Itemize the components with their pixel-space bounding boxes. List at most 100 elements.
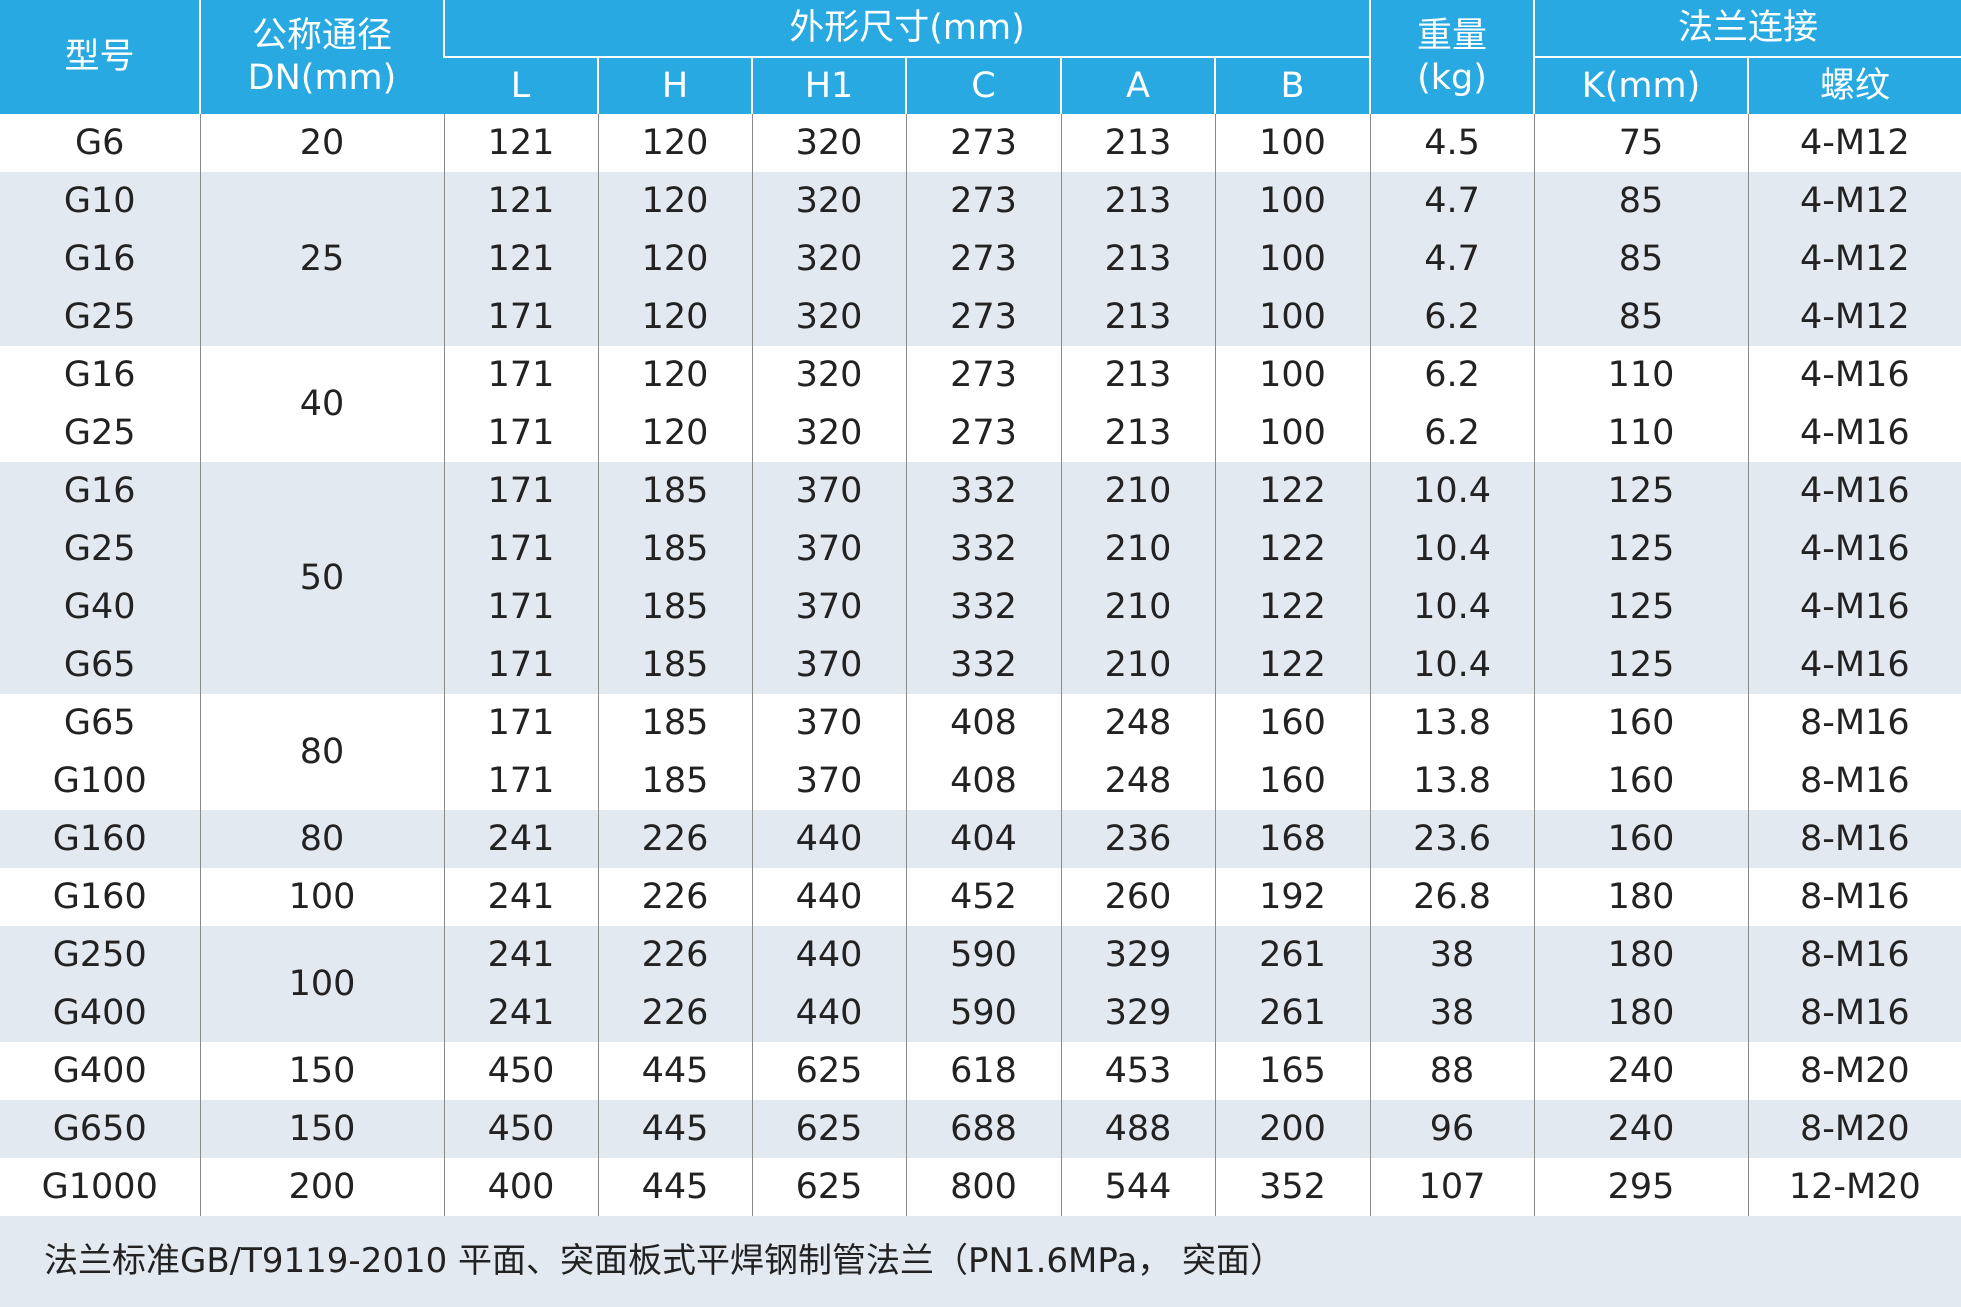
value-cell: 241 [443,926,598,984]
spec-table: 型号 公称通径 DN(mm) 外形尺寸(mm) 重量 (kg) 法兰连接 L H H1 C… [0,0,1961,1216]
table-row: G25 171 185 370 332 210 122 10.4 125 4-M16 [0,520,1961,578]
value-cell: 160 [1214,694,1371,752]
value-cell: 171 [443,636,598,694]
value-cell: 38 [1369,926,1535,984]
value-cell: 261 [1214,926,1371,984]
value-cell: 10.4 [1369,578,1535,636]
value-cell: 320 [751,404,906,462]
value-cell: 96 [1369,1100,1535,1158]
value-cell: 273 [905,346,1061,404]
dn-cell: 25 [199,172,444,346]
value-cell: 370 [751,520,906,578]
table-row: G10 25 121 120 320 273 213 100 4.7 85 4-M12 [0,172,1961,346]
value-cell: 352 [1214,1158,1371,1216]
table-row: G160 100 241 226 440 452 260 192 26.8 180 8-M16 [0,868,1961,926]
value-cell: 120 [597,172,752,230]
table-row: G25 171 120 320 273 213 100 6.2 85 4-M12 [0,288,1961,346]
model-cell: G16 [63,355,136,395]
value-cell: 440 [751,926,906,984]
value-cell: 120 [597,288,752,346]
header-text: DN(mm) [247,58,397,98]
value-cell: 120 [597,230,752,288]
model-cell: G16 [0,230,200,288]
value-cell: 236 [1060,810,1215,868]
value-cell: 320 [751,230,906,288]
value-cell: 450 [443,1042,598,1100]
header-dimensions: 外形尺寸(mm) [442,0,1371,58]
value-cell: 320 [751,172,906,230]
header-dimension-column: H1 [751,57,906,114]
value-cell: 445 [597,1042,752,1100]
value-cell: 625 [751,1158,906,1216]
value-cell: 192 [1214,868,1371,926]
value-cell: 12-M20 [1747,1158,1961,1216]
value-cell: 171 [443,578,598,636]
value-cell: 329 [1060,984,1215,1042]
value-cell: 408 [905,752,1061,810]
value-cell: 370 [751,752,906,810]
header-flange: 法兰连接 [1533,0,1961,58]
table-row: G1000 200 400 445 625 800 544 352 107 295 12-M20 [0,1158,1961,1216]
value-cell: 453 [1060,1042,1215,1100]
value-cell: 120 [597,346,752,404]
value-cell: 180 [1533,926,1749,984]
value-cell: 185 [597,636,752,694]
table-row: G250 100 241 226 440 590 329 261 38 180 8-M16 [0,926,1961,1042]
model-cell: G40 [0,578,200,636]
value-cell: 295 [1533,1158,1749,1216]
value-cell: 26.8 [1369,868,1535,926]
value-cell: 75 [1533,114,1749,172]
value-cell: 100 [1214,114,1371,172]
model-cell: G1000 [41,1167,158,1207]
value-cell: 185 [597,752,752,810]
value-cell: 4.7 [1369,172,1535,230]
value-cell: 121 [443,114,598,172]
value-cell: 590 [905,984,1061,1042]
value-cell: 88 [1369,1042,1535,1100]
value-cell: 445 [597,1158,752,1216]
value-cell: 210 [1060,578,1215,636]
value-cell: 370 [751,578,906,636]
value-cell: 332 [905,578,1061,636]
value-cell: 23.6 [1369,810,1535,868]
value-cell: 8-M16 [1747,810,1961,868]
value-cell: 213 [1060,230,1215,288]
value-cell: 160 [1214,752,1371,810]
value-cell: 110 [1533,404,1749,462]
value-cell: 590 [905,926,1061,984]
header-text: 重量 [1417,16,1488,56]
model-cell: G10 [0,172,200,230]
value-cell: 85 [1533,230,1749,288]
dn-cell: 200 [199,1158,444,1216]
value-cell: 625 [751,1100,906,1158]
model-cell: G100 [52,761,147,801]
dn-cell: 80 [199,810,444,868]
value-cell: 100 [1214,346,1371,404]
value-cell: 10.4 [1369,520,1535,578]
value-cell: 8-M16 [1747,694,1961,752]
value-cell: 4.5 [1369,114,1535,172]
value-cell: 404 [905,810,1061,868]
value-cell: 625 [751,1042,906,1100]
value-cell: 800 [905,1158,1061,1216]
table-row: G400 241 226 440 590 329 261 38 180 8-M16 [0,984,1961,1042]
value-cell: 213 [1060,404,1215,462]
value-cell: 452 [905,868,1061,926]
value-cell: 260 [1060,868,1215,926]
model-cell: G650 [0,1100,200,1158]
model-cell: G400 [0,984,200,1042]
header-text: (kg) [1417,58,1487,98]
value-cell: 160 [1533,752,1749,810]
table-row: G16 40 171 120 320 273 213 100 6.2 110 4-M16 [0,346,1961,462]
table-row: G160 80 241 226 440 404 236 168 23.6 160 8-M16 [0,810,1961,868]
value-cell: 4-M16 [1747,404,1961,462]
model-cell: G25 [0,520,200,578]
value-cell: 125 [1533,578,1749,636]
value-cell: 241 [443,810,598,868]
header-dimension-column: L [444,57,598,114]
value-cell: 85 [1533,288,1749,346]
header-dn: 公称通径 DN(mm) [199,0,444,114]
value-cell: 8-M16 [1747,868,1961,926]
model-cell: G160 [0,810,200,868]
value-cell: 273 [905,230,1061,288]
